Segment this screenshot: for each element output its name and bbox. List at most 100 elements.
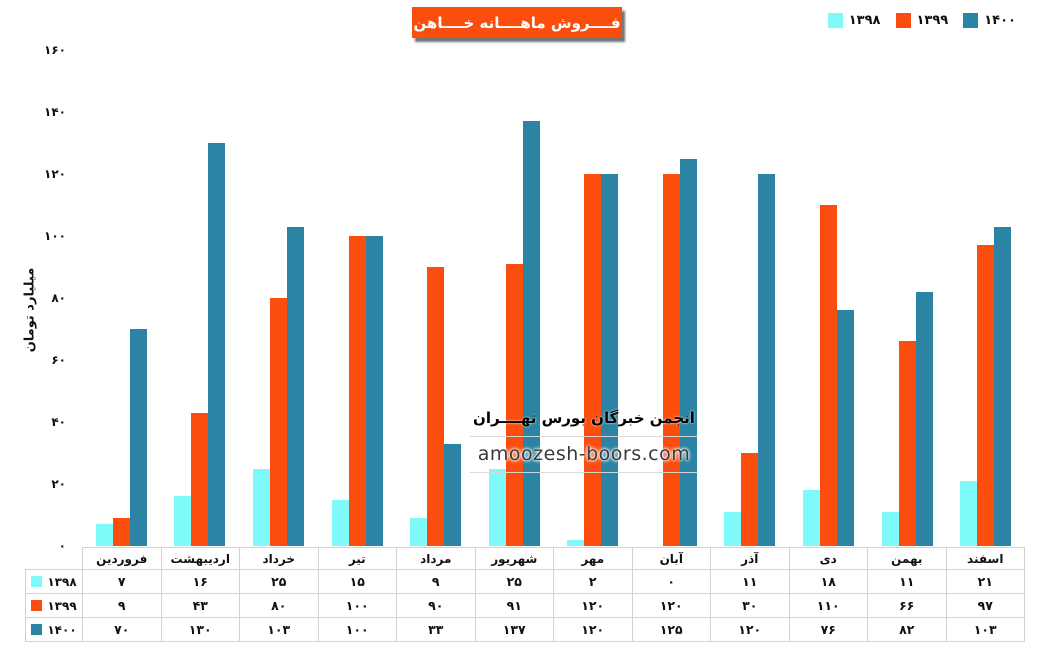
- table-series-name: ۱۴۰۰: [47, 622, 77, 637]
- value-cell: ۸۰: [239, 593, 319, 618]
- legend-label: ۱۴۰۰: [984, 13, 1016, 28]
- bar: [488, 468, 506, 546]
- value-cell: ۹: [396, 569, 476, 594]
- bar-group: [396, 50, 475, 546]
- bar: [112, 518, 130, 546]
- value-cell: ۱۲۰: [710, 617, 790, 642]
- bar: [331, 499, 349, 546]
- bar: [741, 453, 759, 546]
- bar: [129, 329, 147, 546]
- bar-group: [868, 50, 947, 546]
- value-cell: ۱۲۰: [631, 593, 711, 618]
- legend-swatch: [895, 13, 911, 28]
- month-header-cell: تیر: [317, 547, 397, 570]
- y-axis-tick-labels: ۰ ۲۰ ۴۰ ۶۰ ۸۰ ۱۰۰ ۱۲۰ ۱۴۰ ۱۶۰: [30, 43, 66, 553]
- bar-group: [711, 50, 790, 546]
- bar: [994, 226, 1012, 546]
- value-cell: ۲: [553, 569, 633, 594]
- bar: [522, 121, 540, 546]
- bar: [269, 298, 287, 546]
- month-header-cell: مهر: [553, 547, 633, 570]
- value-cell: ۹۱: [474, 593, 554, 618]
- bar: [208, 143, 226, 546]
- bar: [898, 341, 916, 546]
- value-cell: ۹۷: [945, 593, 1025, 618]
- y-tick-label: ۶۰: [51, 353, 66, 367]
- value-cell: ۱۱: [710, 569, 790, 594]
- bar: [758, 174, 776, 546]
- bar: [365, 236, 383, 546]
- bar: [819, 205, 837, 546]
- value-cell: ۶۶: [867, 593, 947, 618]
- value-cell: ۲۱: [945, 569, 1025, 594]
- watermark: انجمن خبرگان بورس تهــــران amoozesh-boo…: [470, 409, 698, 473]
- y-tick-label: ۴۰: [51, 415, 66, 429]
- value-cell: ۸۲: [867, 617, 947, 642]
- legend-label: ۱۳۹۸: [848, 13, 881, 28]
- bar: [427, 267, 445, 546]
- bar: [977, 245, 995, 546]
- bar: [410, 518, 428, 546]
- legend-item: ۱۴۰۰: [963, 13, 1016, 28]
- y-tick-label: ۱۶۰: [44, 43, 66, 57]
- value-cell: ۱۱: [867, 569, 947, 594]
- table-legend-key-swatch: [31, 623, 43, 635]
- bar: [444, 443, 462, 546]
- watermark-divider-bottom: [470, 472, 698, 473]
- month-header-cell: آبان: [631, 547, 711, 570]
- month-header-cell: شهریور: [474, 547, 554, 570]
- bar-group: [318, 50, 397, 546]
- bar-group: [632, 50, 711, 546]
- watermark-site-text: amoozesh-boors.com: [477, 443, 691, 465]
- month-header-cell: آذر: [710, 547, 790, 570]
- bar: [95, 524, 113, 546]
- watermark-divider-top: [470, 436, 698, 437]
- bar: [191, 412, 209, 546]
- legend-label: ۱۳۹۹: [916, 13, 949, 28]
- month-header-cell: اردیبهشت: [160, 547, 240, 570]
- table-series-name: ۱۳۹۸: [47, 574, 77, 589]
- plot-area: [82, 50, 1025, 546]
- bar-group: [82, 50, 161, 546]
- month-header-cell: خرداد: [239, 547, 319, 570]
- value-cell: ۱۰۰: [317, 617, 397, 642]
- table-series-name: ۱۳۹۹: [47, 598, 77, 613]
- bar: [567, 539, 585, 546]
- y-tick-label: ۲۰: [51, 477, 66, 491]
- legend-item: ۱۳۹۸: [827, 13, 881, 28]
- bar: [915, 291, 933, 546]
- bar: [286, 226, 304, 546]
- value-cell: ۹۰: [396, 593, 476, 618]
- bar: [724, 511, 742, 546]
- bar: [679, 158, 697, 546]
- value-cell: ۲۵: [239, 569, 319, 594]
- month-header-cell: مرداد: [396, 547, 476, 570]
- bar: [584, 174, 602, 546]
- legend-swatch: [963, 13, 979, 28]
- bar: [802, 490, 820, 546]
- series-row-label: ۱۳۹۸: [25, 569, 83, 594]
- y-tick-label: ۱۲۰: [44, 167, 66, 181]
- value-cell: ۱۲۰: [553, 617, 633, 642]
- month-header-cell: دی: [788, 547, 868, 570]
- bar: [505, 263, 523, 546]
- value-cell: ۱۳۰: [160, 617, 240, 642]
- value-cell: ۰: [631, 569, 711, 594]
- value-cell: ۱۶: [160, 569, 240, 594]
- value-cell: ۹: [82, 593, 162, 618]
- legend-swatch: [827, 13, 843, 28]
- bar-group: [553, 50, 632, 546]
- month-header-cell: فروردین: [82, 547, 162, 570]
- value-cell: ۱۲۵: [631, 617, 711, 642]
- value-cell: ۱۱۰: [788, 593, 868, 618]
- watermark-persian-text: انجمن خبرگان بورس تهــــران: [473, 409, 695, 427]
- value-cell: ۳۰: [710, 593, 790, 618]
- value-cell: ۱۰۳: [945, 617, 1025, 642]
- y-tick-label: ۸۰: [51, 291, 66, 305]
- value-cell: ۱۵: [317, 569, 397, 594]
- value-cell: ۱۳۷: [474, 617, 554, 642]
- bar: [252, 468, 270, 546]
- y-tick-label: ۱۰۰: [44, 229, 66, 243]
- value-cell: ۷: [82, 569, 162, 594]
